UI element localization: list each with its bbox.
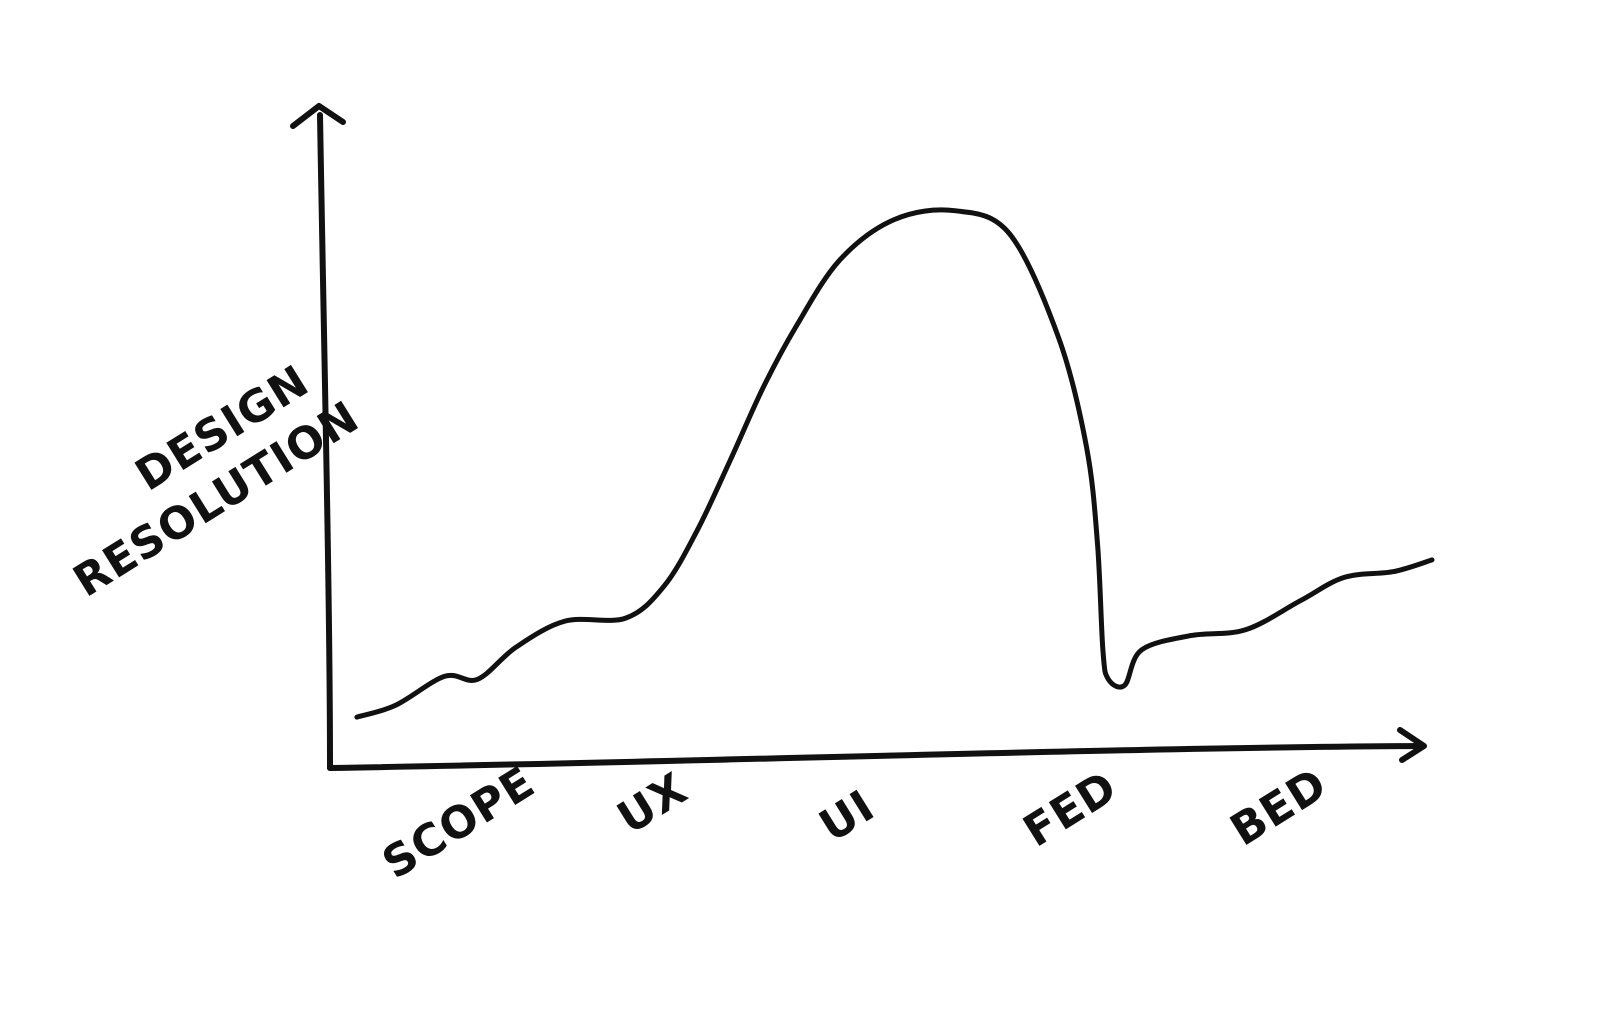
x-axis (327, 743, 1421, 771)
x-tick-labels: SCOPE UX UI FED BED (374, 757, 1336, 890)
x-tick-label-bed: BED (1222, 758, 1336, 856)
x-tick-label-ux: UX (609, 763, 697, 844)
x-tick-label-ui: UI (811, 780, 884, 852)
y-axis (317, 112, 333, 771)
axes (290, 103, 1427, 771)
y-axis-arrowhead (290, 103, 346, 129)
x-tick-label-scope: SCOPE (374, 757, 544, 890)
series-layer (354, 207, 1435, 720)
x-tick-label-fed: FED (1015, 761, 1127, 857)
x-axis-arrowhead (1397, 727, 1427, 763)
series-line-1 (354, 207, 1435, 720)
